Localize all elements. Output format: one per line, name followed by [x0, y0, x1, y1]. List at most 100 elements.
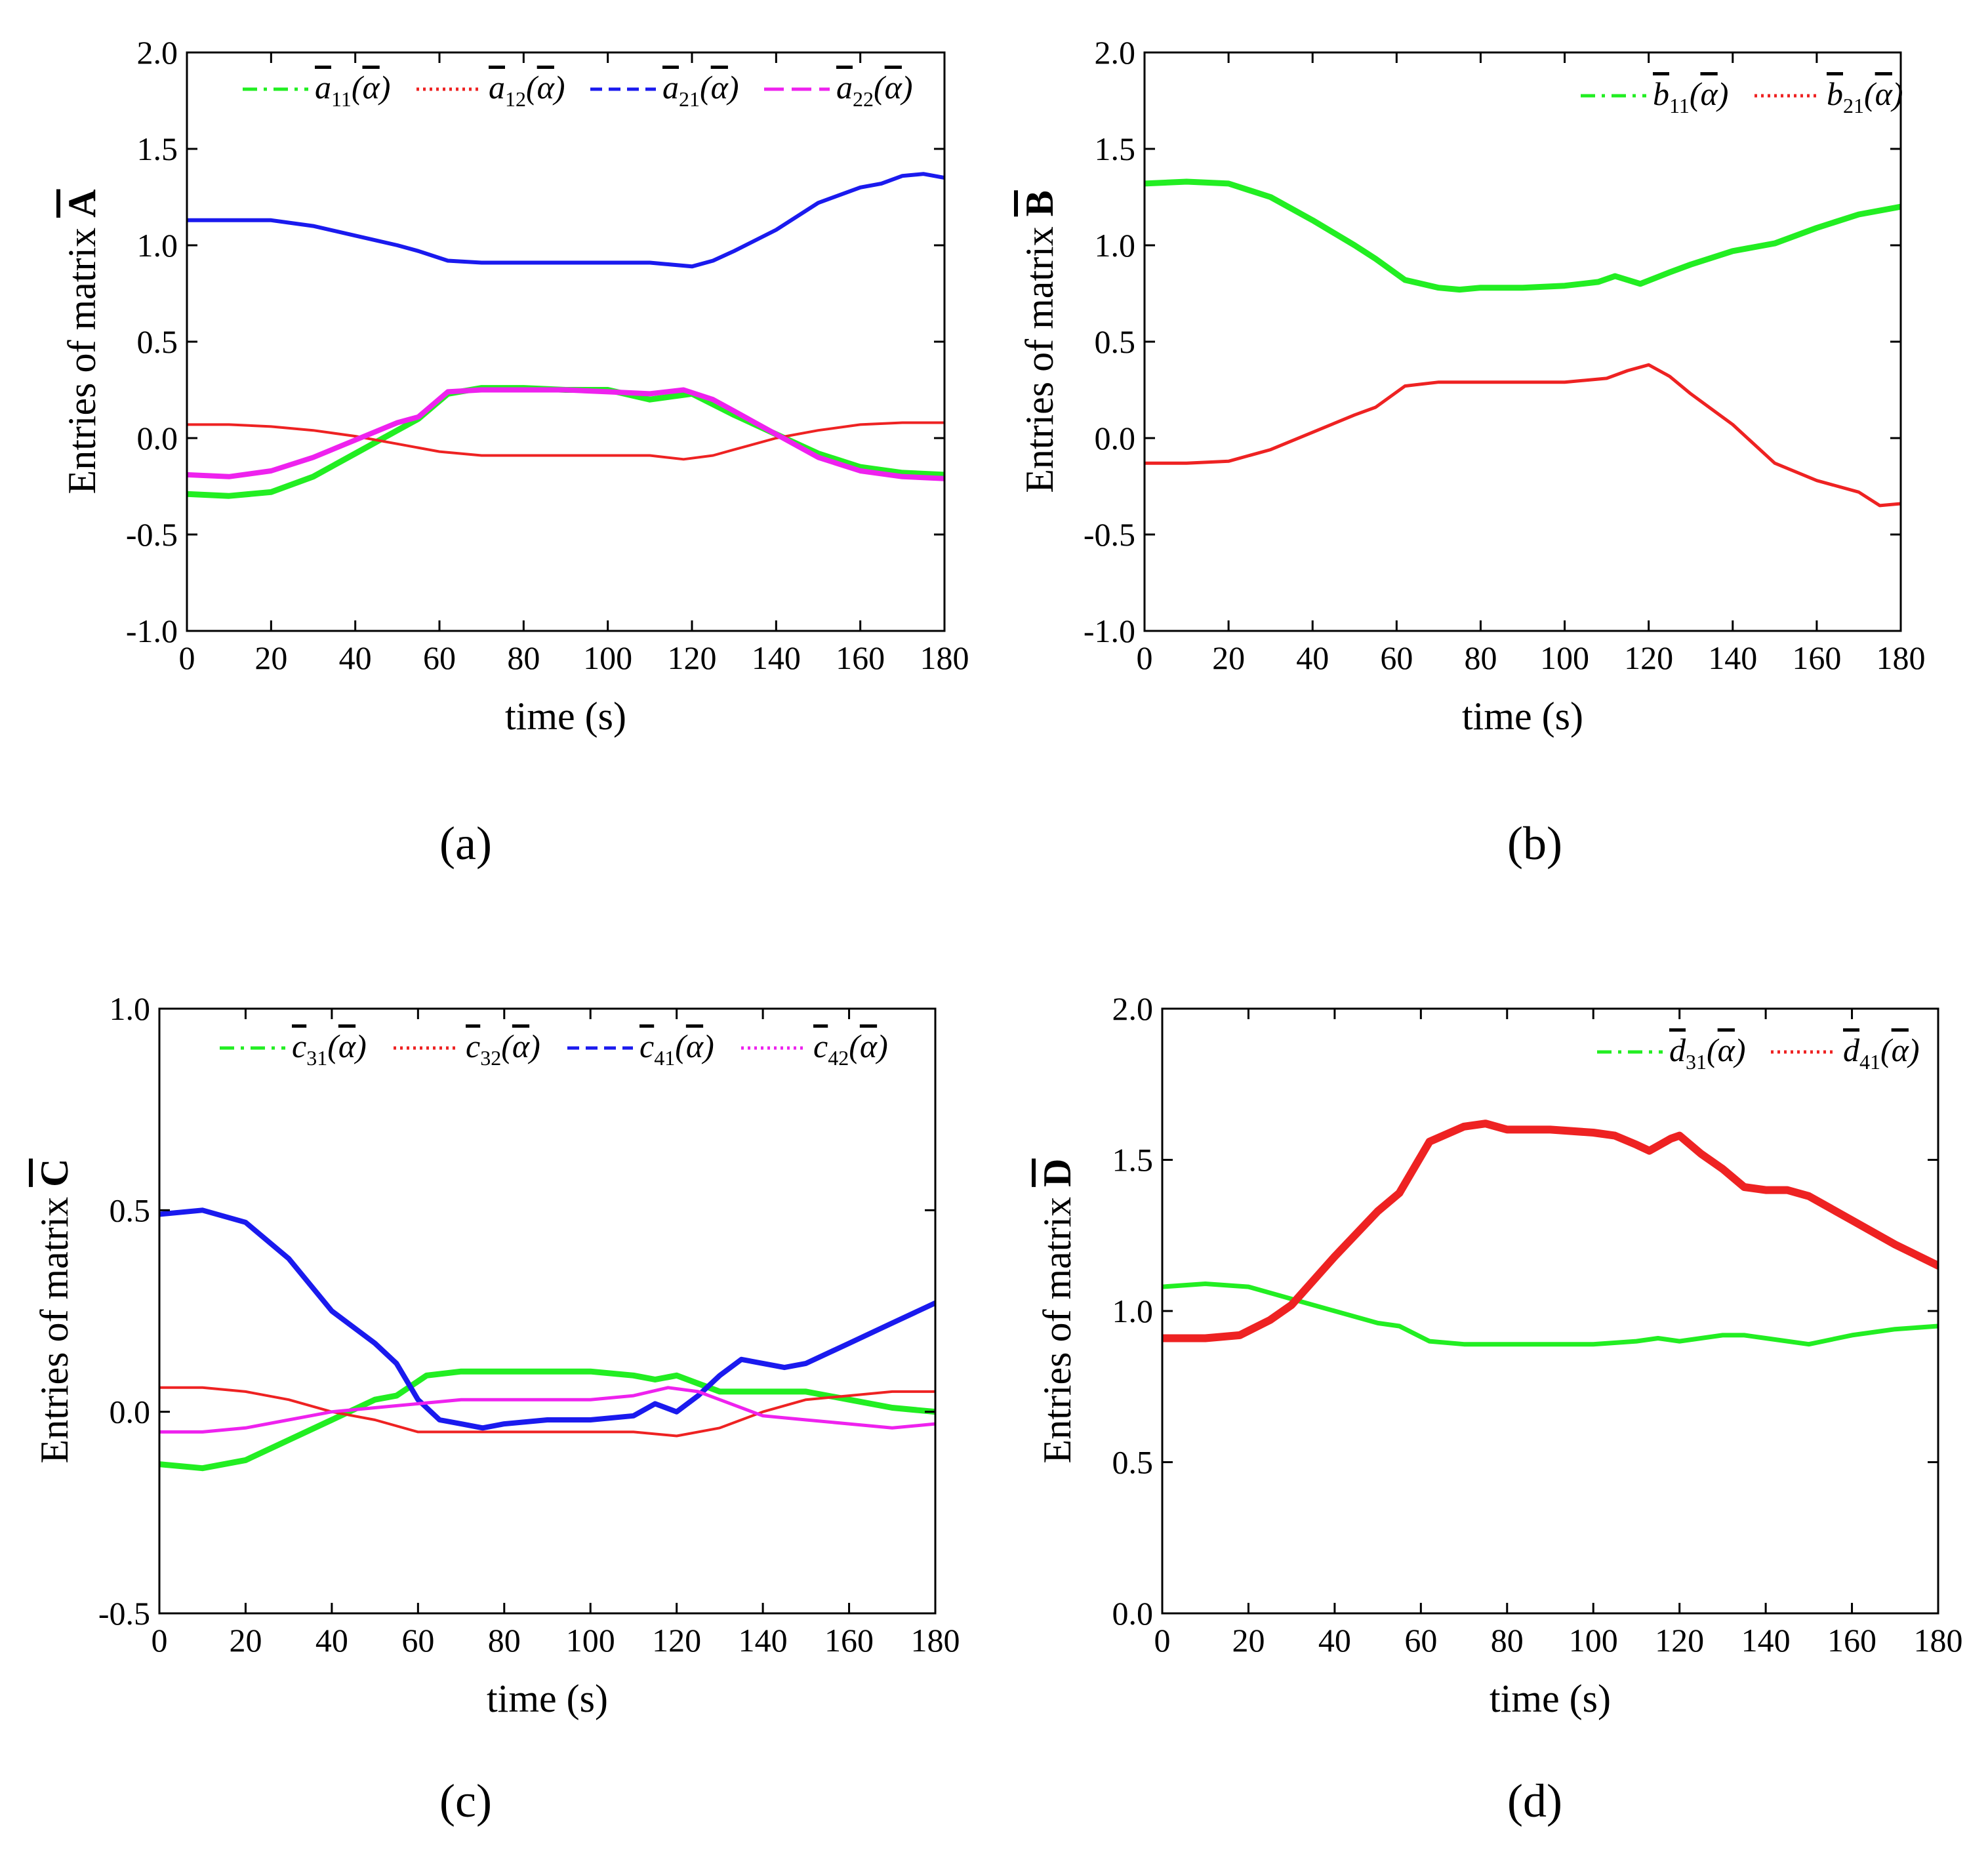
legend-subscript: 11 [331, 87, 352, 111]
legend-symbol: c [466, 1028, 480, 1064]
y-axis-label-prefix: Entries of matrix [33, 1187, 76, 1464]
legend-subscript: 32 [480, 1046, 501, 1070]
y-tick-label: 1.0 [1112, 1293, 1154, 1329]
x-tick-label: 40 [1318, 1622, 1351, 1659]
legend: d31(α) d41(α) [1597, 1032, 1920, 1074]
legend-argument: ( [1690, 75, 1703, 112]
legend-argument-close: ) [726, 69, 739, 106]
legend-alpha: α [860, 1028, 878, 1064]
legend-subscript: 22 [853, 87, 874, 111]
x-tick-label: 80 [488, 1622, 521, 1659]
legend-label-21: a21(α) [662, 69, 739, 111]
legend-item-21: a21(α) [590, 69, 739, 111]
legend-item-31: c31(α) [220, 1028, 367, 1070]
y-tick-label: 0.5 [137, 323, 178, 360]
y-axis-label-prefix: Entries of matrix [1018, 216, 1061, 493]
legend-subscript: 42 [828, 1046, 849, 1070]
chart-panel-d: 0 20 40 60 80 100 120 140 160 180 0.0 0.5 1.0 1.5 2.0 t… [1036, 990, 1963, 1827]
x-tick-label: 100 [1540, 639, 1589, 676]
y-axis-label: Entries of matrix A [60, 190, 104, 494]
series-line-a-12 [187, 421, 944, 461]
x-tick-label: 80 [1491, 1622, 1524, 1659]
legend-subscript: 41 [654, 1046, 675, 1070]
x-tick-label: 0 [152, 1622, 168, 1659]
series-line-b-21 [1145, 363, 1901, 508]
legend-item-11: a11(α) [243, 69, 390, 111]
legend-symbol: a [489, 69, 505, 106]
x-axis-label: time (s) [1490, 1677, 1611, 1720]
legend-subscript: 41 [1859, 1050, 1880, 1074]
legend-argument: ( [1864, 75, 1877, 112]
legend-label-21: b21(α) [1827, 75, 1903, 117]
y-axis-label-matrix: A [60, 190, 104, 218]
series-line-d-41 [1162, 1120, 1938, 1342]
legend-argument: ( [501, 1028, 514, 1064]
x-tick-label: 0 [1154, 1622, 1171, 1659]
x-tick-label: 40 [339, 639, 372, 676]
x-tick-label: 140 [739, 1622, 788, 1659]
legend: c31(α) c32(α) c41(α) c42(α) [220, 1028, 888, 1070]
x-tick-label: 180 [1914, 1622, 1963, 1659]
series-line-c-32 [159, 1386, 935, 1438]
y-tick-label: 0.0 [1112, 1595, 1154, 1632]
legend-label-12: a12(α) [489, 69, 565, 111]
legend-argument: ( [1880, 1032, 1894, 1068]
legend-alpha: α [338, 1028, 357, 1064]
legend-label-31: d31(α) [1669, 1032, 1746, 1074]
legend-subscript: 31 [306, 1046, 327, 1070]
y-tick-label: 1.0 [137, 227, 178, 264]
legend-item-11: b11(α) [1581, 75, 1728, 117]
legend-item-42: c42(α) [741, 1028, 888, 1070]
legend-subscript: 21 [1843, 94, 1864, 117]
legend: a11(α) a12(α) a21(α) a22(α) [243, 69, 913, 111]
series-line-c-41 [159, 1207, 935, 1431]
y-tick-label: 1.5 [1112, 1142, 1154, 1179]
legend-symbol: a [315, 69, 331, 106]
x-tick-label: 80 [1464, 639, 1497, 676]
legend-alpha: α [362, 69, 380, 106]
legend-symbol: c [292, 1028, 306, 1064]
legend-argument: ( [675, 1028, 688, 1064]
x-tick-label: 180 [911, 1622, 960, 1659]
legend-label-41: c41(α) [639, 1028, 714, 1070]
legend-argument: ( [849, 1028, 862, 1064]
legend-argument-close: ) [1907, 1032, 1920, 1068]
legend-argument-close: ) [552, 69, 565, 106]
legend-alpha: α [1718, 1032, 1736, 1068]
x-tick-label: 60 [1380, 639, 1413, 676]
panel-label: (b) [1507, 817, 1562, 870]
x-tick-label: 0 [1137, 639, 1153, 676]
x-tick-label: 20 [1212, 639, 1245, 676]
legend-item-32: c32(α) [394, 1028, 540, 1070]
x-tick-label: 140 [1708, 639, 1757, 676]
y-tick-label: 0.0 [1095, 420, 1136, 456]
panel-label: (c) [439, 1775, 492, 1827]
legend-argument-close: ) [378, 69, 391, 106]
y-axis-label: Entries of matrix D [1036, 1159, 1079, 1464]
legend-alpha: α [711, 69, 729, 106]
series-line-a-22 [187, 387, 944, 481]
series-line-c-42 [159, 1386, 935, 1434]
legend-alpha: α [537, 69, 556, 106]
y-tick-label: 1.5 [137, 131, 178, 167]
legend-argument-close: ) [875, 1028, 888, 1064]
legend-argument-close: ) [354, 1028, 367, 1064]
legend-subscript: 11 [1669, 94, 1690, 117]
y-tick-label: 1.0 [110, 990, 151, 1027]
legend-subscript: 12 [505, 87, 526, 111]
chart-panel-c: 0 20 40 60 80 100 120 140 160 180 -0.5 0.0 0.5 1.0 tim… [33, 990, 960, 1827]
x-tick-label: 180 [920, 639, 969, 676]
legend-label-31: c31(α) [292, 1028, 367, 1070]
chart-panel-b: 0 20 40 60 80 100 120 140 160 180 -1.0 -0.5 0.0 0.5 1.… [1018, 34, 1926, 870]
legend-item-21: b21(α) [1755, 75, 1903, 117]
legend-label-32: c32(α) [466, 1028, 540, 1070]
legend-argument: ( [352, 69, 365, 106]
y-axis-label: Entries of matrix B [1018, 190, 1061, 493]
legend-alpha: α [686, 1028, 704, 1064]
legend-argument: ( [874, 69, 887, 106]
legend-symbol: c [813, 1028, 828, 1064]
x-tick-label: 0 [179, 639, 195, 676]
legend-label-42: c42(α) [813, 1028, 888, 1070]
legend-symbol: a [836, 69, 853, 106]
legend-label-22: a22(α) [836, 69, 913, 111]
